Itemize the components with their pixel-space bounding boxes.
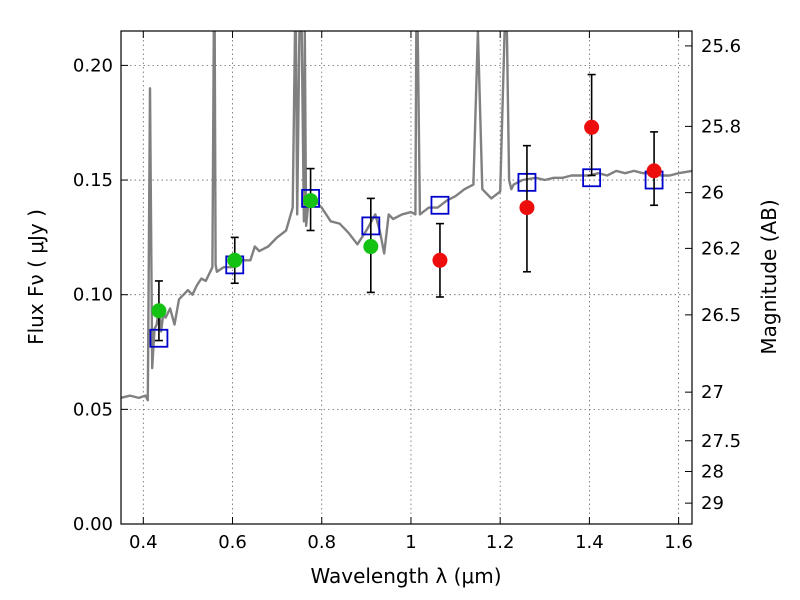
y-tick-label: 0.15 bbox=[73, 170, 113, 191]
data-point bbox=[303, 193, 319, 209]
x-tick-label: 1 bbox=[405, 532, 416, 553]
x-tick-label: 0.8 bbox=[307, 532, 336, 553]
y2-tick-label: 26 bbox=[701, 183, 724, 204]
x-tick-label: 1.2 bbox=[486, 532, 515, 553]
x-tick-label: 0.6 bbox=[218, 532, 247, 553]
y2-tick-label: 27.5 bbox=[701, 431, 741, 452]
x-tick-label: 1.4 bbox=[575, 532, 604, 553]
y2-axis-label: Magnitude (AB) bbox=[757, 199, 781, 354]
data-point bbox=[363, 239, 379, 255]
y-axis-label: Flux Fν ( μJy ) bbox=[24, 209, 48, 345]
x-tick-label: 0.4 bbox=[129, 532, 158, 553]
plot-frame bbox=[120, 30, 693, 525]
y-tick-label: 0.05 bbox=[73, 399, 113, 420]
y2-tick-label: 26.2 bbox=[701, 238, 741, 259]
data-point bbox=[519, 200, 535, 216]
x-tick-label: 1.6 bbox=[664, 532, 693, 553]
y-tick-label: 0.10 bbox=[73, 285, 113, 306]
y-tick-label: 0.00 bbox=[73, 514, 113, 535]
y2-tick-label: 29 bbox=[701, 493, 724, 514]
plot-content bbox=[121, 31, 692, 402]
y2-tick-label: 27 bbox=[701, 382, 724, 403]
y2-tick-label: 26.5 bbox=[701, 305, 741, 326]
model-band-square bbox=[430, 195, 450, 215]
model-spectrum-line bbox=[121, 31, 692, 402]
data-point bbox=[584, 119, 600, 135]
data-point bbox=[227, 252, 243, 268]
data-point bbox=[646, 163, 662, 179]
y2-tick-label: 25.6 bbox=[701, 36, 741, 57]
data-point bbox=[432, 252, 448, 268]
x-axis-label: Wavelength λ (μm) bbox=[310, 564, 501, 588]
y2-tick-label: 28 bbox=[701, 461, 724, 482]
data-point bbox=[151, 303, 167, 319]
plot-area bbox=[121, 31, 692, 402]
y-tick-label: 0.20 bbox=[73, 55, 113, 76]
axis-ticks: 0.4 0.6 0.8 1 1.2 1.4 1.6 0.00 0.05 0.10 0.15 0.20 2… bbox=[73, 31, 741, 553]
y2-tick-label: 25.8 bbox=[701, 116, 741, 137]
